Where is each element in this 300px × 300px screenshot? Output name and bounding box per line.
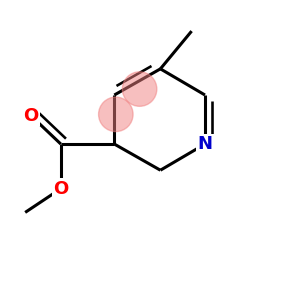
Text: N: N [197, 135, 212, 153]
Circle shape [99, 97, 133, 132]
Circle shape [122, 72, 157, 106]
Text: O: O [53, 180, 68, 198]
Text: O: O [23, 107, 39, 125]
